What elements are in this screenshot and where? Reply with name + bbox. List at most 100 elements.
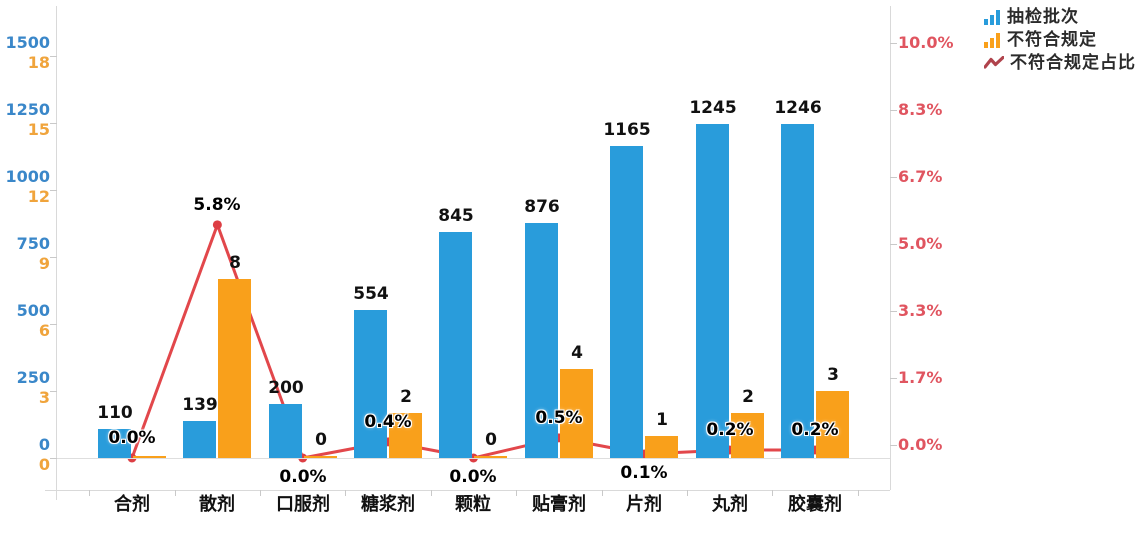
- legend-item-3[interactable]: 不符合规定占比: [984, 53, 1136, 73]
- right-axis-tick: [890, 110, 897, 111]
- left-axis-tick: [50, 391, 57, 392]
- ratio-value-label: 5.8%: [193, 195, 241, 215]
- left-axis-tick: [50, 257, 57, 258]
- right-axis-tick: [890, 244, 897, 245]
- x-axis-tick: [602, 490, 603, 496]
- left-axis-blue-tick-label: 750: [16, 234, 50, 253]
- category-label: 片剂: [626, 494, 662, 515]
- ratio-value-label: 0.2%: [706, 420, 754, 440]
- nonconforming-value-label: 1: [656, 410, 668, 430]
- right-axis-tick-label: 6.7%: [898, 167, 943, 186]
- nonconforming-value-label: 2: [400, 387, 412, 407]
- right-axis-tick-label: 10.0%: [898, 33, 954, 52]
- left-axis-blue-tick-label: 1500: [5, 33, 50, 52]
- x-axis-tick: [431, 490, 432, 496]
- nonconforming-bar: [389, 413, 422, 458]
- nonconforming-bar: [645, 436, 678, 458]
- batch-bar: [610, 146, 643, 458]
- left-axis-orange-tick-label: 12: [27, 187, 50, 206]
- legend-item-1[interactable]: 抽检批次: [984, 7, 1136, 27]
- nonconforming-value-label: 2: [742, 387, 754, 407]
- right-axis-tick: [890, 378, 897, 379]
- batch-bar: [98, 429, 131, 458]
- ratio-value-label: 0.0%: [449, 467, 497, 487]
- nonconforming-bar: [218, 279, 251, 458]
- left-axis-tick: [50, 324, 57, 325]
- batch-bar: [781, 124, 814, 458]
- right-axis-tick-label: 0.0%: [898, 435, 943, 454]
- right-axis-line: [890, 6, 891, 490]
- batch-bar: [439, 232, 472, 458]
- left-axis-blue-tick-label: 250: [16, 368, 50, 387]
- left-axis-tick: [50, 56, 57, 57]
- zero-baseline: [57, 458, 890, 459]
- batch-value-label: 876: [524, 197, 560, 217]
- batch-bar: [183, 421, 216, 458]
- nonconforming-bar: [474, 456, 507, 458]
- batch-bar: [354, 310, 387, 458]
- category-label: 贴膏剂: [532, 494, 586, 515]
- left-axis-blue-tick-label: 1000: [5, 167, 50, 186]
- batch-value-label: 1246: [774, 98, 822, 118]
- category-label: 散剂: [199, 494, 235, 515]
- ratio-point: [212, 220, 222, 230]
- right-axis-tick: [890, 311, 897, 312]
- x-axis-tick: [516, 490, 517, 496]
- category-label: 合剂: [114, 494, 150, 515]
- legend-label: 不符合规定: [1007, 30, 1097, 50]
- right-axis-tick-label: 8.3%: [898, 100, 943, 119]
- ratio-value-label: 0.0%: [108, 428, 156, 448]
- batch-value-label: 1245: [689, 98, 737, 118]
- x-axis-tick: [772, 490, 773, 496]
- batch-value-label: 554: [353, 284, 389, 304]
- nonconforming-value-label: 4: [571, 343, 583, 363]
- right-axis-tick: [890, 43, 897, 44]
- nonconforming-value-label: 3: [827, 365, 839, 385]
- legend-label: 抽检批次: [1007, 7, 1079, 27]
- nonconforming-value-label: 0: [315, 430, 327, 450]
- batch-value-label: 200: [268, 378, 304, 398]
- left-axis-orange-tick-label: 9: [38, 254, 50, 273]
- nonconforming-value-label: 8: [229, 253, 241, 273]
- left-axis-blue-tick-label: 500: [16, 301, 50, 320]
- nonconforming-bar: [133, 456, 166, 458]
- batch-value-label: 845: [438, 206, 474, 226]
- x-axis-tick: [89, 490, 90, 496]
- nonconforming-bar: [560, 369, 593, 458]
- batch-bar: [525, 223, 558, 458]
- left-axis-tick: [50, 190, 57, 191]
- category-label: 颗粒: [455, 494, 491, 515]
- ratio-value-label: 0.2%: [791, 420, 839, 440]
- batch-bar: [696, 124, 729, 458]
- category-label: 糖浆剂: [361, 494, 415, 515]
- legend-item-2[interactable]: 不符合规定: [984, 30, 1136, 50]
- left-axis-orange-tick-label: 15: [27, 120, 50, 139]
- nonconforming-bar: [304, 456, 337, 458]
- left-axis-orange-tick-label: 18: [27, 53, 50, 72]
- x-axis-tick: [175, 490, 176, 496]
- ratio-value-label: 0.4%: [364, 412, 412, 432]
- ratio-value-label: 0.0%: [279, 467, 327, 487]
- category-label: 丸剂: [712, 494, 748, 515]
- batch-value-label: 139: [182, 395, 218, 415]
- left-axis-orange-tick-label: 6: [38, 321, 50, 340]
- batch-bar: [269, 404, 302, 458]
- x-axis-tick: [260, 490, 261, 496]
- left-axis-blue-tick-label: 0: [38, 435, 50, 454]
- right-axis-tick-label: 3.3%: [898, 301, 943, 320]
- ratio-value-label: 0.1%: [620, 463, 668, 483]
- right-axis-tick-label: 5.0%: [898, 234, 943, 253]
- category-label: 胶囊剂: [788, 494, 842, 515]
- bar-chart-icon: [984, 33, 1000, 48]
- bar-chart-icon: [984, 10, 1000, 25]
- batch-value-label: 110: [97, 403, 133, 423]
- ratio-value-label: 0.5%: [535, 408, 583, 428]
- nonconforming-bar: [731, 413, 764, 458]
- left-axis-tick: [50, 123, 57, 124]
- nonconforming-bar: [816, 391, 849, 458]
- bottom-axis-line: [45, 490, 890, 491]
- right-axis-tick: [890, 177, 897, 178]
- left-axis-tick: [50, 458, 57, 459]
- right-axis-tick: [890, 445, 897, 446]
